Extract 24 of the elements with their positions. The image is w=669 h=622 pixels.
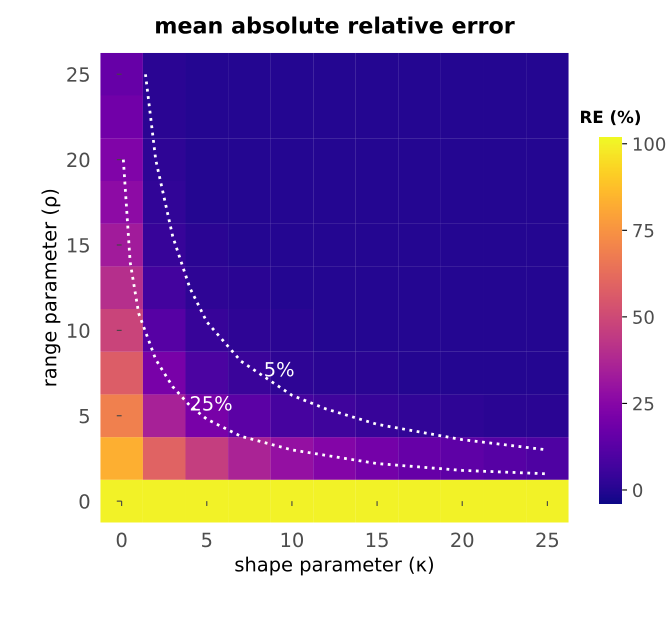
y-tick-label: 10 — [68, 323, 90, 338]
x-tick-label: 0 — [116, 532, 127, 548]
color-bar-label: 0 — [633, 483, 642, 498]
y-tick-label: 5 — [80, 408, 89, 424]
x-tick-label: 20 — [451, 532, 474, 548]
color-bar-title: RE (%) — [581, 110, 640, 126]
x-tick-label: 15 — [366, 532, 388, 548]
x-axis-title: shape parameter (κ) — [235, 556, 433, 576]
line-series — [122, 158, 548, 476]
x-tick-label: 10 — [282, 532, 304, 548]
chart-title: mean absolute relative error — [156, 16, 515, 34]
y-axis-title: range parameter (ρ) — [42, 190, 60, 386]
y-tick-label: 25 — [67, 67, 89, 82]
y-tick-label: 0 — [80, 494, 90, 509]
y-tick-label: 20 — [67, 152, 90, 168]
annotation: 25% — [190, 396, 232, 411]
color-bar-label: 75 — [633, 224, 654, 238]
x-tick-label: 5 — [202, 532, 212, 548]
annotation: 5% — [265, 362, 294, 377]
x-tick-label: 25 — [536, 532, 558, 548]
color-bar-label: 25 — [633, 396, 654, 411]
color-bar-label: 50 — [633, 310, 654, 324]
y-tick-label: 15 — [68, 238, 89, 253]
color-bar-label: 100 — [634, 137, 666, 151]
